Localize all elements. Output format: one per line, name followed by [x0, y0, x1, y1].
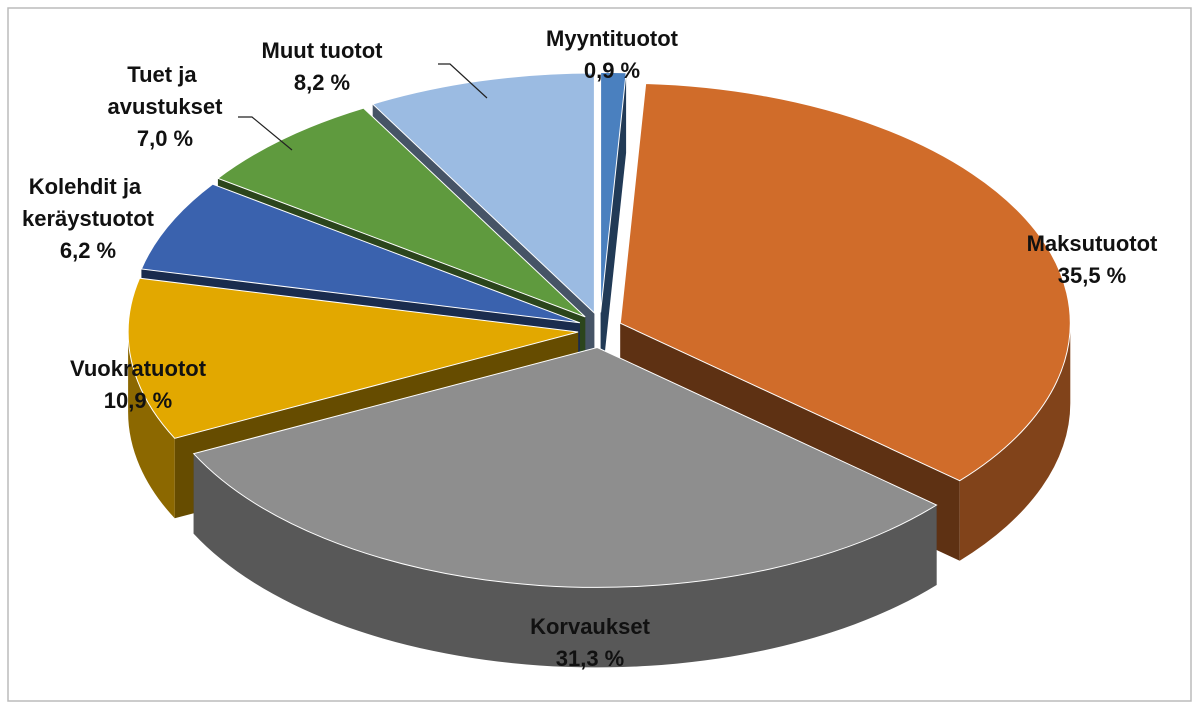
labels: Myyntituotot 0,9 % Maksutuotot 35,5 % Korvau…	[22, 26, 1158, 671]
value-label: 6,2 %	[60, 238, 116, 263]
slice-outer-wall	[128, 332, 175, 519]
slice	[600, 71, 627, 313]
slice	[371, 72, 595, 315]
slice	[140, 183, 581, 324]
value-label: 31,3 %	[556, 646, 625, 671]
slice	[127, 277, 579, 439]
value-label: 8,2 %	[294, 70, 350, 95]
slice-side-face	[600, 72, 627, 393]
value-label: 7,0 %	[137, 126, 193, 151]
category-label: Muut tuotot	[262, 38, 384, 63]
pie-tops	[127, 71, 1071, 588]
value-label: 35,5 %	[1058, 263, 1127, 288]
category-label: Kolehdit ja keräystuotot	[22, 174, 155, 231]
slice	[192, 346, 938, 588]
category-label: Myyntituotot	[546, 26, 679, 51]
category-label: Tuet ja avustukset	[108, 62, 224, 119]
leader-line	[238, 116, 293, 151]
category-label: Korvaukset	[530, 614, 651, 639]
slice-outer-wall	[959, 323, 1071, 561]
category-label: Maksutuotot	[1027, 231, 1158, 256]
slice-outer-wall	[193, 453, 937, 668]
category-label: Vuokratuotot	[70, 356, 207, 381]
slice	[619, 82, 1071, 482]
leader-line	[438, 63, 488, 99]
value-label: 10,9 %	[104, 388, 173, 413]
value-label: 0,9 %	[584, 58, 640, 83]
slice	[216, 107, 586, 318]
